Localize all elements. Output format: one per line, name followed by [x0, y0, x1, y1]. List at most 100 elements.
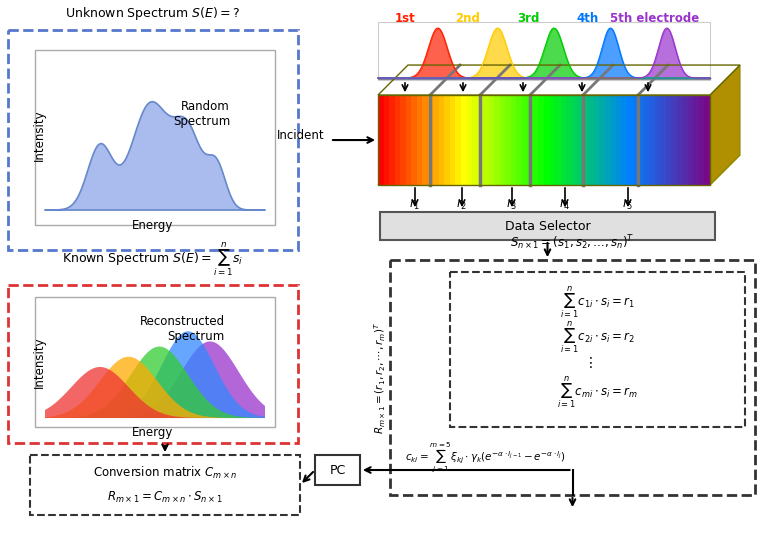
Polygon shape [472, 95, 478, 185]
Text: Intensity: Intensity [32, 336, 45, 388]
Text: $\sum_{i=1}^{n} c_{1i}\cdot s_i=r_1$: $\sum_{i=1}^{n} c_{1i}\cdot s_i=r_1$ [560, 284, 635, 320]
Text: Reconstructed
Spectrum: Reconstructed Spectrum [140, 315, 225, 343]
Polygon shape [649, 95, 654, 185]
Polygon shape [682, 95, 688, 185]
Text: Energy: Energy [132, 425, 174, 439]
Polygon shape [505, 95, 511, 185]
FancyBboxPatch shape [35, 50, 275, 225]
Text: Conversion matrix $C_{m\times n}$: Conversion matrix $C_{m\times n}$ [93, 465, 237, 481]
Polygon shape [528, 95, 533, 185]
Text: $R_{m\times1}=C_{m\times n}\cdot S_{n\times1}$: $R_{m\times1}=C_{m\times n}\cdot S_{n\ti… [108, 490, 223, 505]
Text: Energy: Energy [132, 219, 174, 232]
Polygon shape [550, 95, 555, 185]
Polygon shape [578, 95, 583, 185]
Polygon shape [533, 95, 538, 185]
Polygon shape [654, 95, 660, 185]
Polygon shape [461, 95, 466, 185]
Text: $r_3$: $r_3$ [506, 198, 518, 212]
Text: 4th: 4th [577, 12, 599, 25]
Polygon shape [466, 95, 472, 185]
Polygon shape [627, 95, 633, 185]
Polygon shape [688, 95, 694, 185]
Polygon shape [494, 95, 500, 185]
Polygon shape [445, 95, 450, 185]
Polygon shape [455, 95, 461, 185]
Text: Data Selector: Data Selector [505, 220, 591, 233]
Polygon shape [671, 95, 677, 185]
Polygon shape [571, 95, 578, 185]
Text: Random
Spectrum: Random Spectrum [173, 100, 230, 128]
Polygon shape [488, 95, 494, 185]
Polygon shape [555, 95, 561, 185]
Polygon shape [566, 95, 571, 185]
Polygon shape [45, 331, 265, 418]
Polygon shape [561, 95, 566, 185]
Polygon shape [694, 95, 699, 185]
Polygon shape [433, 95, 439, 185]
Polygon shape [599, 95, 605, 185]
Polygon shape [583, 95, 588, 185]
Polygon shape [483, 95, 488, 185]
Polygon shape [45, 367, 265, 418]
Text: 3rd: 3rd [517, 12, 539, 25]
Text: PC: PC [329, 463, 346, 477]
Text: $\sum_{i=1}^{n} c_{2i}\cdot s_i=r_2$: $\sum_{i=1}^{n} c_{2i}\cdot s_i=r_2$ [560, 320, 635, 355]
Polygon shape [406, 95, 411, 185]
Text: Incident: Incident [277, 128, 325, 142]
Polygon shape [45, 357, 265, 418]
Text: 1st: 1st [395, 12, 415, 25]
Polygon shape [422, 95, 428, 185]
Polygon shape [660, 95, 666, 185]
Text: 2nd: 2nd [455, 12, 481, 25]
Text: $r_1$: $r_1$ [409, 198, 421, 212]
Polygon shape [500, 95, 505, 185]
Polygon shape [45, 102, 265, 210]
Polygon shape [516, 95, 522, 185]
Polygon shape [389, 95, 395, 185]
Polygon shape [522, 95, 528, 185]
Polygon shape [633, 95, 638, 185]
Text: $r_5$: $r_5$ [622, 198, 634, 212]
Text: $\sum_{i=1}^{n} c_{mi}\cdot s_i=r_m$: $\sum_{i=1}^{n} c_{mi}\cdot s_i=r_m$ [558, 374, 637, 410]
Polygon shape [417, 95, 422, 185]
Polygon shape [616, 95, 621, 185]
Polygon shape [605, 95, 611, 185]
Polygon shape [621, 95, 627, 185]
Text: Unknown Spectrum $S(E)=$?: Unknown Spectrum $S(E)=$? [65, 5, 240, 22]
Polygon shape [378, 95, 383, 185]
Polygon shape [544, 95, 550, 185]
Polygon shape [450, 95, 455, 185]
FancyBboxPatch shape [378, 22, 710, 80]
Polygon shape [439, 95, 445, 185]
Text: $\vdots$: $\vdots$ [583, 355, 592, 369]
Polygon shape [704, 95, 710, 185]
Polygon shape [588, 95, 594, 185]
Polygon shape [644, 95, 649, 185]
Text: $S_{n\times1}=(s_1, s_2, \ldots, s_n)^T$: $S_{n\times1}=(s_1, s_2, \ldots, s_n)^T$ [510, 233, 635, 252]
FancyBboxPatch shape [380, 212, 715, 240]
Polygon shape [677, 95, 682, 185]
Text: Known Spectrum $S(E)=\sum_{i=1}^{n} s_i$: Known Spectrum $S(E)=\sum_{i=1}^{n} s_i$ [62, 240, 243, 278]
Text: $c_{ki}=\sum_{j=1}^{m=5} \xi_{kj}\cdot\gamma_k(e^{-\alpha\cdot l_{j-1}}-e^{-\alp: $c_{ki}=\sum_{j=1}^{m=5} \xi_{kj}\cdot\g… [405, 440, 566, 474]
Polygon shape [699, 95, 704, 185]
Polygon shape [45, 346, 265, 418]
Polygon shape [378, 155, 740, 185]
Polygon shape [478, 95, 483, 185]
Text: $r_4$: $r_4$ [559, 198, 571, 212]
Text: Intensity: Intensity [32, 109, 45, 161]
Polygon shape [511, 95, 516, 185]
Polygon shape [710, 65, 740, 185]
Polygon shape [538, 95, 544, 185]
Polygon shape [45, 341, 265, 418]
Text: $r_2$: $r_2$ [456, 198, 468, 212]
Polygon shape [383, 95, 389, 185]
Text: 5th electrode: 5th electrode [611, 12, 700, 25]
Text: $R_{m\times1}=(r_1, r_2, \cdots, r_m)^T$: $R_{m\times1}=(r_1, r_2, \cdots, r_m)^T$ [372, 321, 388, 434]
Polygon shape [666, 95, 671, 185]
Polygon shape [594, 95, 599, 185]
Polygon shape [611, 95, 616, 185]
FancyBboxPatch shape [315, 455, 360, 485]
Polygon shape [411, 95, 417, 185]
Polygon shape [638, 95, 644, 185]
Polygon shape [400, 95, 406, 185]
